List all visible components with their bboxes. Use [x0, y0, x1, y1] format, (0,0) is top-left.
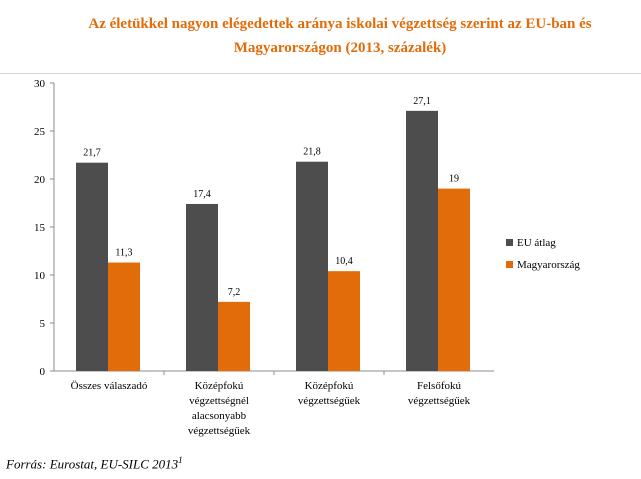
bar-hu: [438, 188, 470, 371]
x-tick-label: végzettségűek: [408, 395, 471, 407]
legend-swatch: [506, 261, 513, 268]
x-tick-label: alacsonyabb: [192, 410, 247, 422]
bar-eu: [76, 162, 108, 371]
data-label: 7,2: [228, 287, 241, 298]
data-label: 17,4: [193, 189, 211, 200]
bar-eu: [296, 161, 328, 371]
x-tick-label: végzettségűek: [298, 395, 361, 407]
source-footnote-mark: 1: [178, 455, 183, 465]
legend-label: EU átlag: [517, 237, 556, 249]
bar-eu: [186, 203, 218, 371]
y-tick-label: 15: [34, 222, 46, 234]
y-tick-label: 10: [34, 270, 46, 282]
y-tick-label: 20: [34, 174, 46, 186]
y-tick-label: 25: [34, 126, 46, 138]
x-tick-label: Összes válaszadó: [71, 380, 148, 392]
data-label: 11,3: [115, 248, 132, 259]
x-tick-label: Felsőfokú: [417, 380, 462, 392]
source-text: Forrás: Eurostat, EU-SILC 2013: [6, 456, 179, 472]
data-label: 19: [449, 174, 459, 185]
x-tick-label: Középfokú: [195, 380, 244, 392]
x-tick-label: végzettségnél: [189, 395, 249, 407]
data-label: 10,4: [335, 256, 353, 267]
chart-title-line-1: Az életükkel nagyon elégedettek aránya i…: [88, 16, 592, 32]
bar-hu: [218, 301, 250, 371]
y-tick-label: 30: [34, 78, 46, 90]
x-tick-label: Középfokú: [305, 380, 354, 392]
chart-title: Az életükkel nagyon elégedettek aránya i…: [40, 12, 640, 60]
chart-frame: [0, 73, 641, 446]
x-tick-label: végzettségűek: [188, 425, 251, 437]
bar-eu: [406, 110, 438, 371]
legend-label: Magyarország: [517, 259, 580, 271]
data-label: 21,7: [83, 148, 101, 159]
data-label: 21,8: [303, 147, 321, 158]
y-tick-label: 5: [40, 318, 46, 330]
data-label: 27,1: [413, 96, 431, 107]
legend-swatch: [506, 239, 513, 246]
chart-title-line-2: Magyarországon (2013, százalék): [233, 40, 447, 56]
bar-hu: [328, 271, 360, 371]
source-note: Forrás: Eurostat, EU-SILC 20131: [6, 455, 183, 472]
bar-hu: [108, 262, 140, 371]
y-tick-label: 0: [40, 366, 46, 378]
